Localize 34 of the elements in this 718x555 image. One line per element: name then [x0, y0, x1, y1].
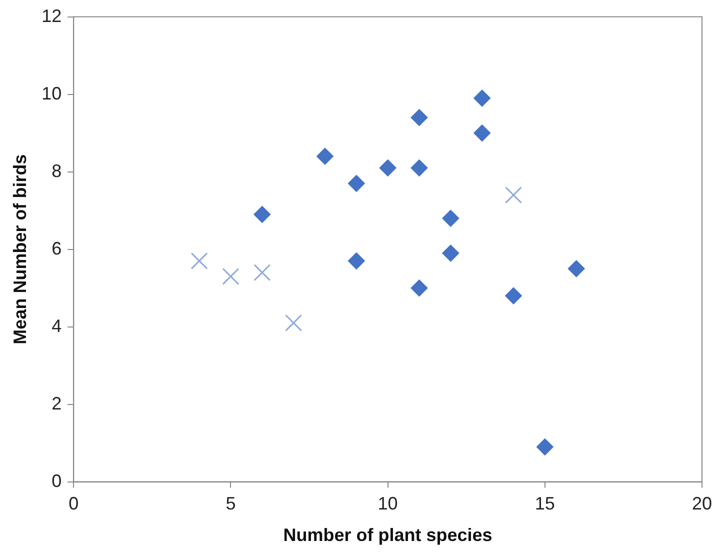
point: [474, 90, 491, 107]
point: [474, 124, 491, 142]
x-tick-label: 0: [68, 494, 79, 514]
point: [410, 159, 428, 176]
point: [254, 206, 271, 223]
point: [285, 314, 302, 332]
x-tick-label: 5: [226, 494, 236, 514]
y-tick-label: 12: [42, 6, 62, 26]
y-axis-title: Mean Number of birds: [10, 154, 30, 344]
point: [254, 264, 271, 282]
point: [379, 159, 396, 176]
point: [348, 174, 365, 192]
point: [222, 268, 240, 285]
x-tick-label: 10: [378, 494, 398, 514]
y-tick-label: 0: [52, 470, 62, 491]
point: [410, 280, 428, 297]
y-tick-label: 2: [52, 393, 62, 414]
point: [316, 148, 334, 165]
x-tick-label: 15: [534, 494, 555, 514]
point: [348, 252, 365, 270]
point: [504, 287, 522, 304]
point: [504, 186, 522, 204]
point: [536, 438, 554, 456]
x-axis-title: Number of plant species: [283, 525, 492, 546]
point: [410, 109, 428, 126]
y-tick-label: 8: [52, 160, 62, 181]
y-tick-label: 10: [42, 83, 62, 104]
y-tick-label: 4: [52, 316, 62, 336]
point: [442, 210, 460, 227]
point: [442, 244, 460, 262]
x-tick-label: 20: [692, 494, 712, 514]
y-tick-label: 6: [52, 238, 62, 258]
point: [568, 260, 585, 278]
point: [190, 252, 208, 270]
